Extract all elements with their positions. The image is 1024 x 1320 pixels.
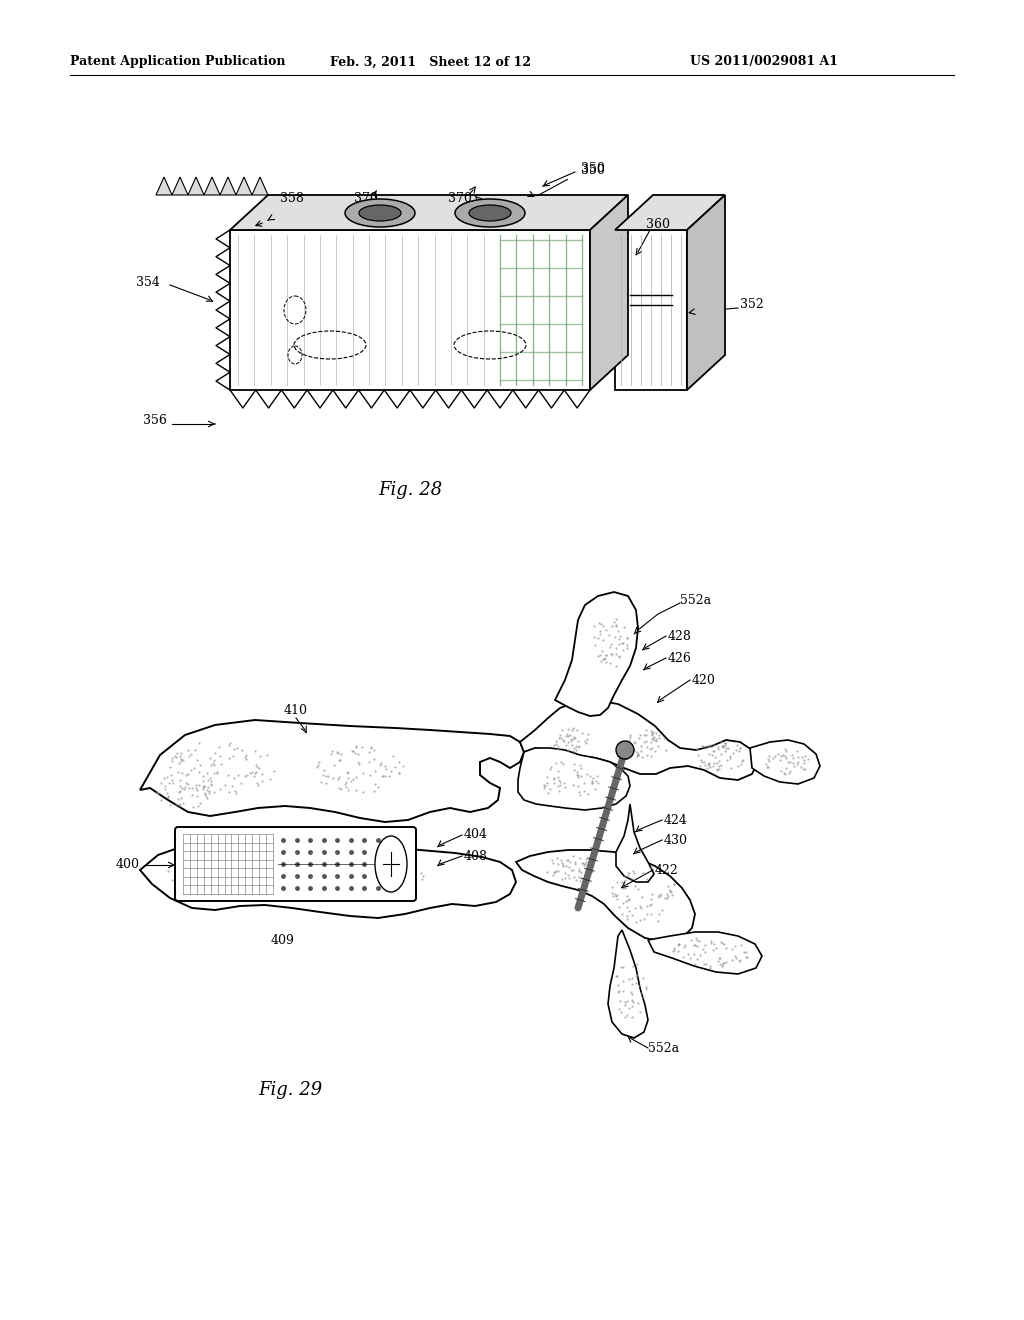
Polygon shape (172, 177, 188, 195)
Ellipse shape (359, 205, 401, 220)
Text: 409: 409 (271, 933, 295, 946)
Text: Fig. 28: Fig. 28 (378, 480, 442, 499)
FancyBboxPatch shape (175, 828, 416, 902)
Ellipse shape (345, 199, 415, 227)
Text: 404: 404 (464, 829, 488, 842)
Polygon shape (140, 719, 524, 822)
Polygon shape (608, 931, 648, 1038)
Polygon shape (204, 177, 220, 195)
Polygon shape (230, 195, 628, 230)
Polygon shape (750, 741, 820, 784)
Text: 430: 430 (664, 833, 688, 846)
Text: Patent Application Publication: Patent Application Publication (70, 55, 286, 69)
Text: 552a: 552a (648, 1041, 679, 1055)
Text: 356: 356 (143, 413, 167, 426)
Text: 370: 370 (449, 191, 472, 205)
Text: 424: 424 (664, 813, 688, 826)
Text: US 2011/0029081 A1: US 2011/0029081 A1 (690, 55, 838, 69)
Polygon shape (516, 850, 695, 942)
Text: 552a: 552a (680, 594, 711, 606)
Text: 400: 400 (116, 858, 140, 871)
Ellipse shape (616, 741, 634, 759)
Polygon shape (236, 177, 252, 195)
Text: 360: 360 (381, 203, 406, 216)
Ellipse shape (469, 205, 511, 220)
Polygon shape (648, 932, 762, 974)
Text: Fig. 29: Fig. 29 (258, 1081, 323, 1100)
Text: 428: 428 (668, 630, 692, 643)
Text: 408: 408 (464, 850, 488, 862)
Text: 358: 358 (280, 191, 304, 205)
Polygon shape (616, 804, 654, 882)
Text: 360: 360 (471, 203, 495, 216)
Ellipse shape (375, 836, 407, 892)
Polygon shape (156, 177, 172, 195)
Text: 370: 370 (354, 191, 378, 205)
Text: 350: 350 (581, 164, 605, 177)
Text: 422: 422 (655, 863, 679, 876)
Text: 354: 354 (136, 276, 160, 289)
Text: 352: 352 (740, 298, 764, 312)
Polygon shape (252, 177, 268, 195)
Polygon shape (140, 842, 516, 917)
Ellipse shape (455, 199, 525, 227)
Polygon shape (590, 195, 628, 389)
Text: 350: 350 (581, 161, 605, 174)
Text: 360: 360 (646, 218, 670, 231)
Polygon shape (687, 195, 725, 389)
Text: 420: 420 (692, 673, 716, 686)
Polygon shape (230, 230, 590, 389)
Polygon shape (615, 230, 687, 389)
Text: 426: 426 (668, 652, 692, 664)
Polygon shape (518, 748, 630, 810)
Text: Feb. 3, 2011   Sheet 12 of 12: Feb. 3, 2011 Sheet 12 of 12 (330, 55, 530, 69)
Polygon shape (555, 591, 638, 715)
Polygon shape (220, 177, 236, 195)
Polygon shape (615, 195, 725, 230)
Text: 410: 410 (284, 704, 308, 717)
Polygon shape (520, 700, 758, 780)
Polygon shape (188, 177, 204, 195)
